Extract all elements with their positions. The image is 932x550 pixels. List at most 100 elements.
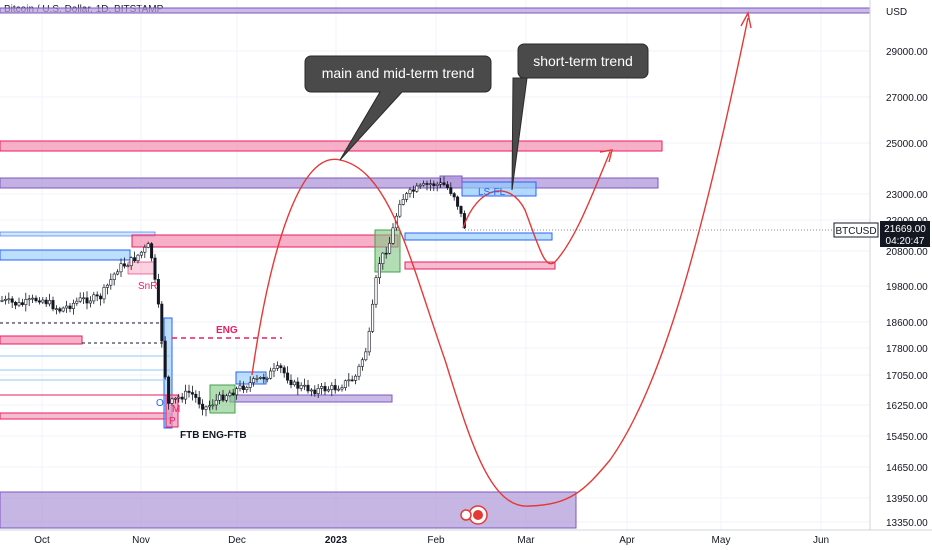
candle [170,397,174,406]
candle [109,273,113,290]
y-tick-label: 16250.00 [886,401,928,412]
candle [88,296,92,308]
candle [71,299,75,315]
candles [0,176,466,417]
price-axis[interactable]: USD 29000.0027000.0025000.0023000.002200… [833,0,932,530]
candle [320,382,324,395]
candle [354,374,358,385]
candle [235,386,239,400]
candle [160,301,164,348]
candle [316,384,320,399]
candle [156,273,160,308]
y-tick-label: 17050.00 [886,371,928,382]
label-ls-fl: LS-FL [478,187,506,198]
candle [299,382,303,392]
x-tick-label: May [712,535,731,546]
candle [194,390,198,403]
callout-main: main and mid-term trend [304,55,492,161]
candle [428,179,432,191]
time-axis[interactable]: Oct Nov Dec 2023 Feb Mar Apr May Jun [0,529,932,550]
symbol-badge [833,222,879,238]
candle [238,380,242,392]
x-tick-label: Nov [132,535,150,546]
candle [68,303,72,313]
candle [3,295,7,305]
candle [20,298,24,307]
candle [360,357,364,371]
candle [143,244,147,258]
candle [173,397,177,404]
candle [136,253,140,264]
candle [167,375,171,410]
candle [371,299,375,333]
candle [439,178,443,188]
candle [326,386,330,393]
candle [102,284,106,304]
candle [105,283,109,295]
x-tick-label: 2023 [325,535,348,546]
zone-blue-left-b [0,249,131,261]
zone-pink-25000 [0,140,663,152]
candle [65,300,69,313]
candle [228,390,232,397]
candle [303,378,307,391]
candle [337,385,341,392]
candle [34,295,38,303]
candle [367,327,371,356]
candle [347,373,351,387]
candle [422,180,426,187]
y-tick-label: 14650.00 [886,463,928,474]
candle [37,297,41,305]
candle [445,181,449,190]
label-p: P [169,416,176,427]
candle [231,388,235,397]
candle [292,379,296,387]
candle [241,381,245,394]
candle [24,292,28,312]
candle [10,296,14,309]
y-tick-label: 15450.00 [886,432,928,443]
candle [61,306,65,313]
candle [296,377,300,396]
candle [224,393,228,403]
y-tick-label: 29000.00 [886,47,928,58]
candle [218,391,222,405]
candle [48,293,52,307]
candle [384,247,388,259]
candle [31,294,35,304]
candle [214,393,218,411]
candle [146,241,150,249]
candle [150,242,154,262]
projections [251,10,752,507]
label-ftb: FTB ENG-FTB [180,430,247,441]
y-tick-label: 19800.00 [886,282,928,293]
candle [139,250,143,259]
symbol-label: BTCUSD [835,226,876,237]
candle [82,292,86,305]
candle [58,306,62,314]
candle [248,376,252,392]
candle [41,297,45,305]
candle [221,389,225,403]
candle [116,269,120,276]
candle [54,305,58,315]
candle [99,293,103,306]
candle [374,274,378,308]
x-tick-label: Feb [427,535,445,546]
candle [398,199,402,219]
y-tick-label: 23000.00 [886,190,928,201]
zone-pink-16200 [0,412,171,420]
callout-short: short-term trend [511,43,649,191]
label-eng: ENG [216,325,238,336]
y-tick-label: 20800.00 [886,247,928,258]
x-tick-labels: Oct Nov Dec 2023 Feb Mar Apr May Jun [34,535,829,546]
candle [340,384,344,392]
candle [313,385,317,397]
candle [163,336,167,380]
candle [265,376,269,383]
candle [112,272,116,286]
candle [122,257,126,269]
candle [364,347,368,362]
currency-label: USD [886,7,907,18]
